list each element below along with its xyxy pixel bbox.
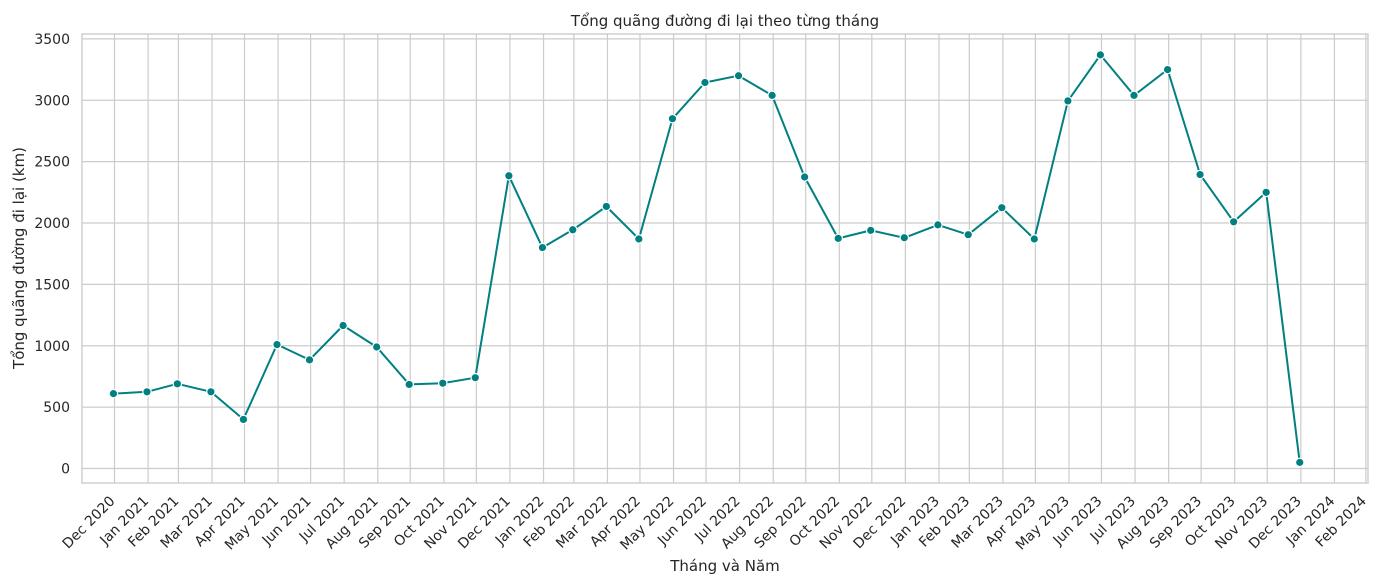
data-point [1261, 187, 1271, 198]
plot-frame [81, 33, 1369, 484]
data-point [767, 90, 777, 101]
data-point [733, 70, 744, 81]
data-point [537, 242, 548, 253]
y-tick-labels: 0 500 1000 1500 2000 2500 3000 3500 [34, 32, 70, 478]
data-point [1095, 50, 1106, 60]
data-point [865, 225, 876, 236]
data-point [404, 379, 414, 390]
x-axis-title: Tháng và Năm [669, 557, 780, 575]
grid-layer [82, 34, 1368, 483]
y-tick-label: 1500 [34, 277, 70, 293]
y-axis-title: Tổng quãng đường đi lại (km) [10, 147, 28, 370]
data-point [206, 387, 216, 397]
y-tick-label: 2000 [34, 216, 70, 232]
y-tick-label: 0 [61, 462, 70, 478]
data-point [1129, 90, 1139, 101]
data-point [799, 172, 810, 182]
data-point [142, 387, 152, 397]
data-point [238, 414, 249, 425]
data-point [437, 378, 448, 389]
data-point [1063, 96, 1073, 106]
data-point [997, 202, 1007, 213]
data-point [963, 229, 974, 240]
y-tick-label: 3500 [34, 32, 70, 48]
data-point [304, 355, 315, 365]
data-point [272, 339, 282, 350]
data-point [933, 220, 943, 230]
data-point [1029, 234, 1040, 244]
y-tick-label: 500 [43, 400, 70, 416]
data-point [371, 342, 382, 352]
data-point [667, 113, 678, 124]
data-point [338, 320, 348, 331]
data-point [601, 201, 612, 212]
y-tick-label: 2500 [34, 155, 70, 171]
data-point [1162, 64, 1173, 75]
data-point [1294, 457, 1305, 468]
data-point [833, 233, 844, 244]
data-point [1228, 216, 1239, 227]
chart-title: Tổng quãng đường đi lại theo từng tháng [570, 12, 879, 30]
data-point [470, 372, 481, 383]
data-point [108, 388, 119, 399]
data-point [172, 379, 183, 389]
data-point [504, 170, 514, 181]
data-point [899, 232, 910, 243]
data-point [634, 234, 644, 244]
data-point [567, 224, 578, 235]
series-layer [108, 50, 1305, 468]
data-point [700, 77, 710, 88]
data-point [1195, 169, 1205, 180]
y-tick-label: 1000 [34, 339, 70, 355]
y-tick-label: 3000 [34, 93, 70, 109]
